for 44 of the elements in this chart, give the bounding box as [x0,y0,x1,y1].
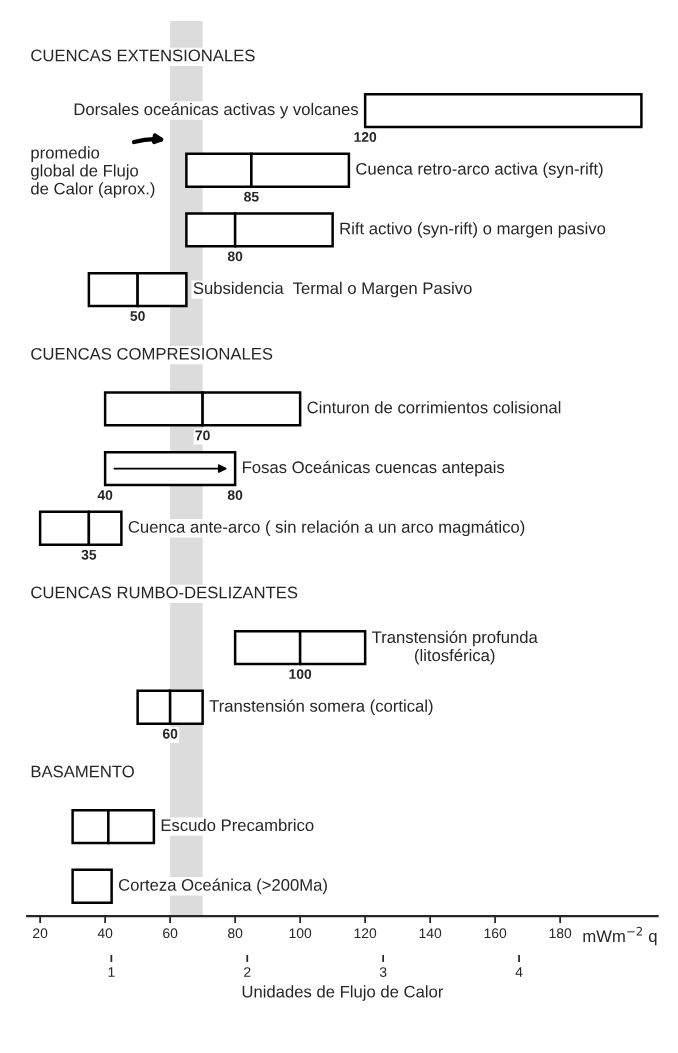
y-tick-label: Cuenca ante-arco ( sin relación a un arco magmático) [128,520,525,537]
x2-tick-label: 1 [108,967,115,977]
y-tick-label: Rift activo (syn-rift) o margen pasivo [340,222,606,238]
x-tick-label: 140 [419,928,442,939]
bar [103,450,237,487]
x2-tick-label: 2 [244,967,251,977]
annotation: 120 [354,132,377,142]
x-axis-title: mWm$^{−2}$ q [583,926,657,946]
y-tick-label: Corteza Oceánica (>200Ma) [118,878,327,895]
y-tick-label: Cuenca retro-arco activa (syn-rift) [356,162,603,178]
y-tick-label: CUENCAS RUMBO-DESLIZANTES [31,586,298,599]
x2-tick-label: 3 [379,967,387,978]
y-tick-label: Dorsales oceánicas activas y volcanes [74,102,359,119]
band-label: promedio global de Flujo de Calor (aprox.) [31,146,155,198]
x-tick-label: 60 [163,928,178,939]
x2-tick-label: 4 [515,967,523,977]
annotation: 85 [244,191,259,202]
x-tick-label: 100 [289,928,312,939]
bar [71,868,113,904]
x-tick-label: 160 [484,928,507,939]
y-tick-label: Cinturon de corrimientos colisional [307,401,561,414]
y-tick-label: CUENCAS COMPRESIONALES [31,347,273,360]
annotation: 60 [162,728,178,739]
y-tick-label: Transtensión profunda (litosférica) [372,630,538,665]
y-tick-label: BASAMENTO [31,765,134,778]
x-tick-label: 180 [549,928,572,939]
annotation: 35 [81,549,97,560]
annotation: 70 [195,430,210,441]
y-tick-label: Fosas Oceánicas cuencas antepais [243,460,505,477]
x-tick-label: 40 [97,928,113,939]
bar [363,92,643,129]
annotation: 80 [227,251,243,262]
x-tick-label: 20 [33,928,48,939]
y-tick-label: Subsidencia Termal o Margen Pasivo [193,281,472,298]
annotation: 80 [227,490,243,500]
x-tick-label: 120 [354,928,377,939]
x-tick-label: 80 [228,928,243,939]
annotation: 50 [130,311,145,321]
y-tick-label: Transtensión somera (cortical) [209,699,433,716]
annotation: 40 [97,490,113,500]
annotation: 100 [289,669,312,679]
x2-axis-title: Unidades de Flujo de Calor [242,985,444,1001]
y-tick-label: CUENCAS EXTENSIONALES [31,49,255,62]
y-tick-label: Escudo Precambrico [161,818,314,832]
